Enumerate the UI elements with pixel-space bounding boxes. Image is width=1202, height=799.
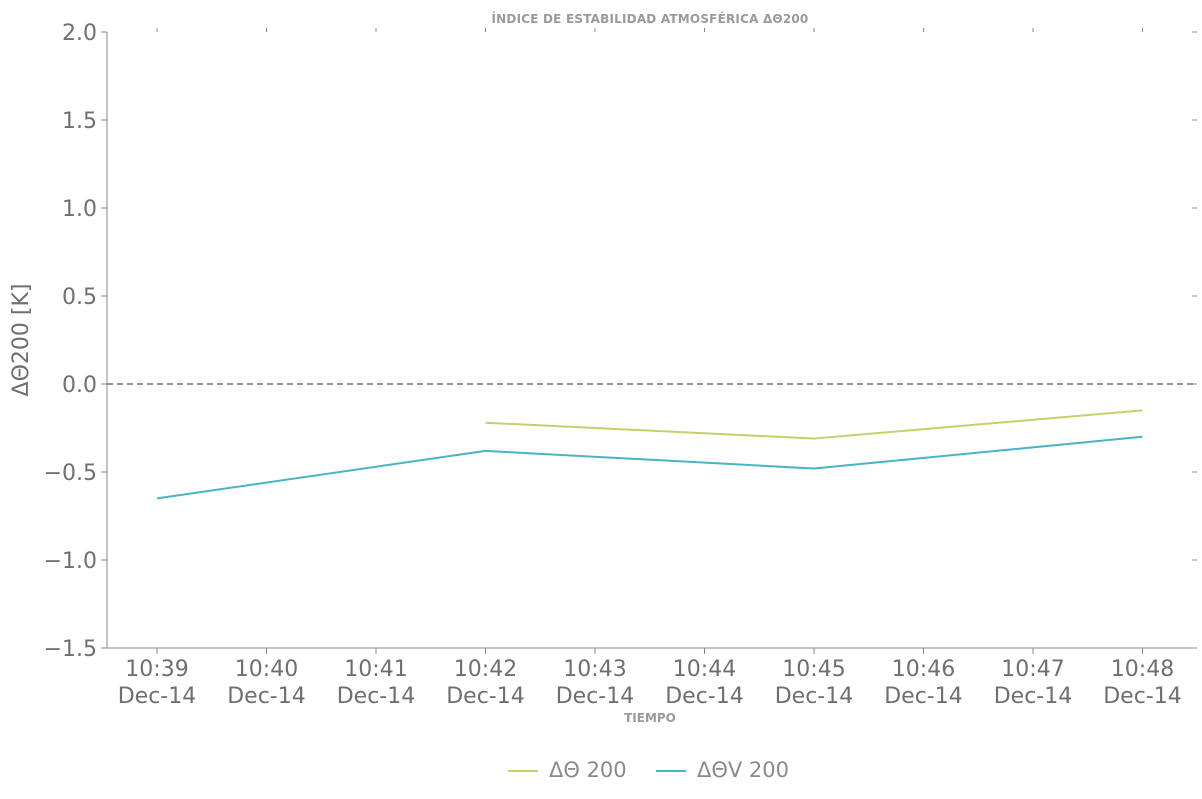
y-ticks: −1.5 −1.0 −0.5 0.0 0.5 1.0 1.5 2.0: [44, 21, 1197, 662]
y-tick-label: 0.5: [62, 285, 97, 310]
x-axis-label: TIEMPO: [624, 711, 676, 725]
x-tick-label-time: 10:39: [125, 657, 188, 682]
x-tick-label-time: 10:45: [782, 657, 845, 682]
y-tick-label: −0.5: [44, 461, 97, 486]
legend: ΔΘ 200 ΔΘV 200: [508, 758, 789, 782]
chart-title: ÍNDICE DE ESTABILIDAD ATMOSFÉRICA ΔΘ200: [492, 11, 809, 26]
y-tick-label: −1.0: [44, 549, 97, 574]
x-tick-label-date: Dec-14: [665, 684, 744, 709]
x-tick-label-date: Dec-14: [446, 684, 525, 709]
y-tick-label: 1.0: [62, 197, 97, 222]
y-tick-label: 1.5: [62, 109, 97, 134]
x-tick-label-date: Dec-14: [556, 684, 635, 709]
x-tick-label-date: Dec-14: [227, 684, 306, 709]
x-tick-label-date: Dec-14: [994, 684, 1073, 709]
x-tick-label-time: 10:44: [673, 657, 736, 682]
y-tick-label: 2.0: [62, 21, 97, 46]
y-axis-label: ΔΘ200 [K]: [9, 284, 34, 397]
legend-label: ΔΘV 200: [697, 758, 789, 782]
x-tick-label-date: Dec-14: [775, 684, 854, 709]
x-tick-label-date: Dec-14: [884, 684, 963, 709]
series-line-delta-theta-200: [485, 409, 1143, 440]
x-tick-label-time: 10:41: [344, 657, 407, 682]
series-line-delta-theta-v-200: [156, 435, 1143, 500]
x-tick-label-time: 10:42: [454, 657, 517, 682]
x-tick-label-date: Dec-14: [337, 684, 416, 709]
x-tick-label-date: Dec-14: [118, 684, 197, 709]
x-tick-label-date: Dec-14: [1103, 684, 1182, 709]
x-tick-label-time: 10:43: [563, 657, 626, 682]
x-tick-label-time: 10:46: [892, 657, 955, 682]
x-tick-label-time: 10:48: [1111, 657, 1174, 682]
x-ticks: 10:39Dec-1410:40Dec-1410:41Dec-1410:42De…: [118, 28, 1182, 709]
axes: [106, 32, 1197, 649]
x-tick-label-time: 10:47: [1001, 657, 1064, 682]
x-tick-label-time: 10:40: [235, 657, 298, 682]
legend-label: ΔΘ 200: [549, 758, 627, 782]
y-tick-label: 0.0: [62, 373, 97, 398]
y-tick-label: −1.5: [44, 637, 97, 662]
series-lines: [156, 409, 1143, 500]
